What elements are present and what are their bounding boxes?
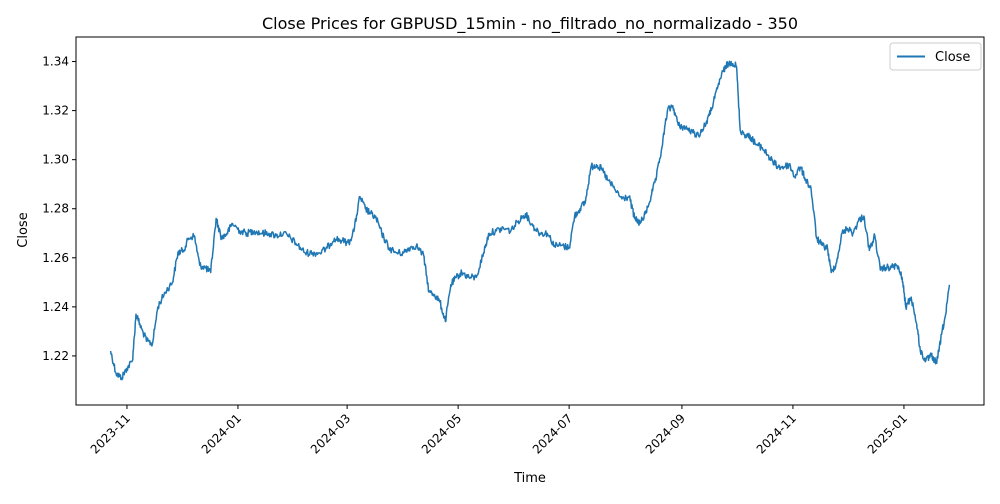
x-tick-label: 2024-07 — [530, 411, 575, 456]
x-axis-label: Time — [513, 471, 546, 486]
y-axis-label: Close — [16, 212, 31, 247]
x-tick-label: 2024-11 — [754, 411, 799, 456]
legend: Close — [889, 42, 982, 71]
x-tick-label: 2024-03 — [308, 411, 353, 456]
y-tick-label: 1.26 — [42, 251, 69, 265]
legend-box — [889, 42, 982, 71]
x-tick-label: 2024-01 — [199, 411, 244, 456]
legend-label-close: Close — [935, 50, 970, 65]
series-line-close — [109, 60, 951, 381]
y-tick-label: 1.34 — [42, 55, 69, 69]
x-tick-label: 2024-09 — [643, 411, 688, 456]
chart-title: Close Prices for GBPUSD_15min - no_filtr… — [262, 14, 798, 34]
y-tick-label: 1.30 — [42, 153, 69, 167]
y-tick-label: 1.22 — [42, 349, 69, 363]
axes: 1.22 1.24 1.26 1.28 1.30 1.32 1.34 2023-11 2024-… — [42, 36, 985, 457]
axes-frame — [75, 36, 985, 406]
y-tick-label: 1.32 — [42, 104, 69, 118]
x-tick-label: 2023-11 — [88, 411, 133, 456]
x-tick-label: 2025-01 — [865, 411, 910, 456]
plot-area — [109, 60, 951, 381]
y-tick-label: 1.24 — [42, 300, 69, 314]
x-tick-label: 2024-05 — [419, 411, 464, 456]
y-tick-label: 1.28 — [42, 202, 69, 216]
